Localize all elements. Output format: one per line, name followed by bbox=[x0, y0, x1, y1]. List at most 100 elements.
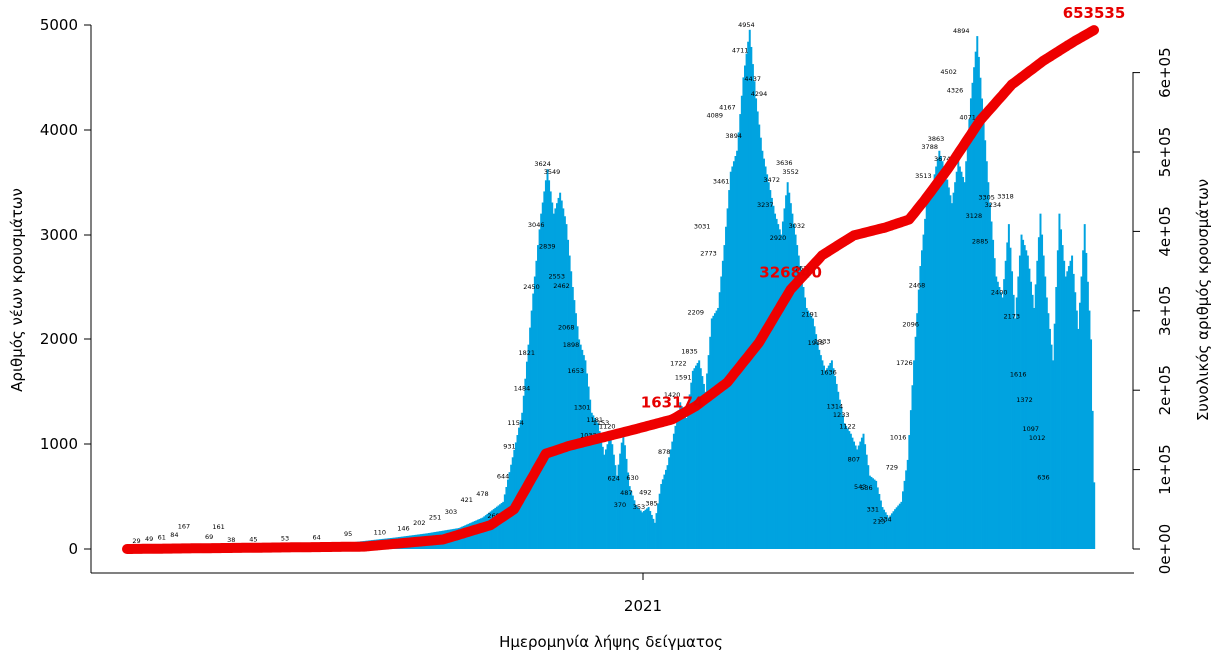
bar-value-label: 2553 bbox=[549, 272, 566, 280]
daily-bar bbox=[718, 292, 721, 549]
daily-bar bbox=[775, 218, 778, 549]
daily-bar bbox=[666, 465, 669, 549]
daily-bar bbox=[889, 515, 892, 549]
daily-bar bbox=[677, 410, 680, 549]
daily-bar bbox=[548, 180, 551, 549]
daily-bar bbox=[960, 171, 963, 549]
daily-bar bbox=[1003, 279, 1006, 549]
daily-bar bbox=[480, 518, 483, 549]
daily-bar bbox=[1077, 328, 1080, 549]
daily-bar bbox=[1053, 323, 1056, 549]
daily-bar bbox=[723, 245, 726, 549]
y2-tick-label: 0e+00 bbox=[1156, 524, 1174, 574]
daily-bar bbox=[573, 300, 576, 549]
bar-value-label: 4894 bbox=[953, 27, 970, 35]
daily-bar bbox=[570, 271, 573, 549]
daily-bar bbox=[646, 508, 649, 549]
daily-bar bbox=[908, 435, 911, 549]
daily-bar bbox=[971, 82, 974, 550]
bar-value-label: 234 bbox=[879, 516, 891, 524]
daily-bar bbox=[870, 476, 873, 549]
x-tick-label: 2021 bbox=[624, 597, 662, 615]
daily-bar bbox=[541, 202, 544, 549]
bar-value-label: 2839 bbox=[539, 243, 556, 251]
daily-bar bbox=[1066, 271, 1069, 549]
daily-bar bbox=[1069, 260, 1072, 549]
daily-bar bbox=[742, 77, 745, 550]
bar-value-label: 1591 bbox=[675, 373, 692, 381]
daily-bar bbox=[830, 360, 833, 549]
daily-bar bbox=[524, 378, 527, 549]
daily-bar bbox=[1055, 287, 1058, 549]
bar-value-label: 3863 bbox=[928, 135, 945, 143]
bar-value-label: 3513 bbox=[915, 172, 932, 180]
bar-value-label: 3788 bbox=[921, 143, 938, 151]
daily-bar bbox=[958, 166, 961, 550]
daily-bar bbox=[565, 224, 568, 549]
bar-value-label: 1484 bbox=[514, 385, 531, 393]
daily-bar bbox=[777, 224, 780, 549]
daily-bar bbox=[864, 444, 867, 549]
daily-bar bbox=[688, 394, 691, 549]
bar-value-label: 370 bbox=[614, 501, 626, 509]
daily-bar bbox=[878, 493, 881, 549]
bar-value-label: 878 bbox=[658, 448, 670, 456]
bar-value-label: 353 bbox=[633, 503, 645, 511]
daily-bar bbox=[1060, 229, 1063, 550]
daily-bar bbox=[1028, 268, 1031, 549]
daily-bar bbox=[751, 64, 754, 549]
daily-bar bbox=[1075, 310, 1078, 549]
daily-bar bbox=[713, 313, 716, 549]
daily-bar bbox=[853, 441, 856, 549]
bar-value-label: 3636 bbox=[776, 159, 793, 167]
daily-bar bbox=[521, 412, 524, 549]
daily-bar bbox=[941, 161, 944, 550]
bar-value-label: 3128 bbox=[966, 212, 983, 220]
daily-bar bbox=[559, 192, 562, 549]
bar-value-label: 1616 bbox=[1010, 371, 1027, 379]
daily-bar bbox=[1041, 234, 1044, 549]
bar-value-label: 3674 bbox=[934, 155, 951, 163]
daily-bar bbox=[913, 360, 916, 549]
daily-bar bbox=[954, 182, 957, 549]
daily-bar bbox=[671, 441, 674, 549]
daily-bar bbox=[476, 519, 479, 549]
daily-bar bbox=[522, 395, 525, 549]
daily-bar bbox=[614, 465, 617, 549]
daily-bar bbox=[748, 29, 751, 549]
bar-value-label: 3046 bbox=[528, 221, 545, 229]
daily-bar bbox=[638, 508, 641, 549]
bar-value-label: 3032 bbox=[789, 222, 806, 230]
daily-bar bbox=[813, 326, 816, 549]
daily-bar bbox=[699, 368, 702, 549]
daily-bar bbox=[824, 370, 827, 549]
bar-value-label: 1835 bbox=[681, 348, 698, 356]
daily-bar bbox=[636, 506, 639, 549]
bar-value-label: 1722 bbox=[670, 360, 687, 368]
daily-bar bbox=[1023, 245, 1026, 549]
daily-bar bbox=[957, 161, 960, 550]
daily-bar bbox=[767, 182, 770, 549]
bar-value-label: 536 bbox=[860, 484, 872, 492]
daily-bar bbox=[832, 368, 835, 549]
daily-bar bbox=[519, 420, 522, 549]
bar-value-label: 487 bbox=[620, 489, 632, 497]
daily-bar bbox=[982, 119, 985, 549]
bar-value-label: 1301 bbox=[574, 404, 591, 412]
daily-bar bbox=[1052, 360, 1055, 549]
daily-bar bbox=[603, 454, 606, 549]
daily-bar bbox=[620, 442, 623, 549]
daily-bar bbox=[753, 81, 756, 549]
daily-bar bbox=[595, 420, 598, 549]
daily-bar bbox=[679, 402, 682, 549]
daily-bar bbox=[1086, 281, 1089, 549]
daily-bar bbox=[736, 150, 739, 549]
daily-bar bbox=[968, 119, 971, 549]
daily-bar bbox=[849, 433, 852, 549]
bar-value-label: 1097 bbox=[1023, 425, 1040, 433]
bar-value-label: 4954 bbox=[738, 21, 755, 29]
daily-bar bbox=[653, 522, 656, 549]
daily-bar bbox=[966, 140, 969, 549]
bar-value-label: 4167 bbox=[719, 103, 736, 111]
daily-bar bbox=[947, 187, 950, 549]
